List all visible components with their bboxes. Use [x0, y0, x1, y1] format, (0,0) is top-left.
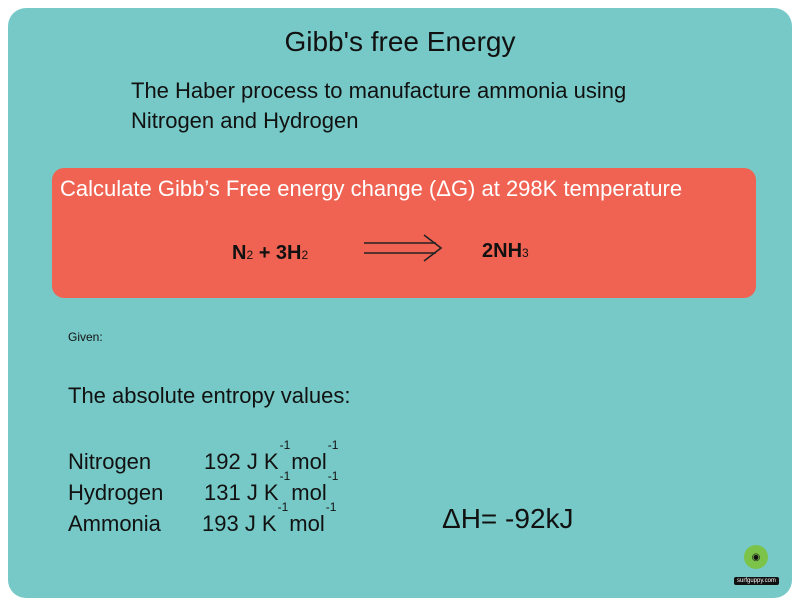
reactants: N2 + 3H2: [232, 242, 308, 265]
delta-h-value: ΔH= -92kJ: [442, 503, 574, 534]
ammonia-subscript: 3: [522, 246, 529, 260]
surfguppy-logo-icon: ◉: [744, 545, 768, 569]
question-text: Calculate Gibb’s Free energy change (ΔG)…: [60, 176, 683, 201]
question-panel: Calculate Gibb’s Free energy change (ΔG)…: [52, 168, 756, 298]
entropy-value: 192 J K-1mol-1: [204, 437, 339, 474]
nitrogen-subscript: 2: [246, 248, 254, 262]
nitrogen-symbol: N: [232, 242, 247, 264]
entropy-name: Nitrogen: [68, 449, 152, 474]
products: 2NH3: [482, 240, 529, 263]
subtitle-line-1: The Haber process to manufacture ammonia…: [131, 78, 627, 103]
hydrogen-term: + 3H: [253, 242, 302, 264]
surfguppy-logo: ◉ surfguppy.com: [734, 545, 779, 587]
entropy-name: Ammonia: [68, 511, 161, 536]
entropy-value: 193 J K-1mol-1: [202, 499, 337, 536]
entropy-value: 131 J K-1mol-1: [204, 468, 339, 505]
hydrogen-subscript: 2: [301, 248, 309, 262]
entropy-name: Hydrogen: [68, 480, 164, 505]
slide-background: [8, 8, 792, 598]
ammonia-formula: 2NH: [482, 240, 523, 262]
page-title: Gibb's free Energy: [284, 26, 516, 57]
entropy-heading: The absolute entropy values:: [68, 383, 351, 408]
given-label: Given:: [68, 330, 103, 344]
logo-text: surfguppy.com: [734, 577, 779, 585]
subtitle-line-2: Nitrogen and Hydrogen: [131, 108, 359, 133]
reaction-arrow-icon: [364, 234, 443, 262]
subtitle: The Haber process to manufacture ammonia…: [131, 76, 626, 136]
